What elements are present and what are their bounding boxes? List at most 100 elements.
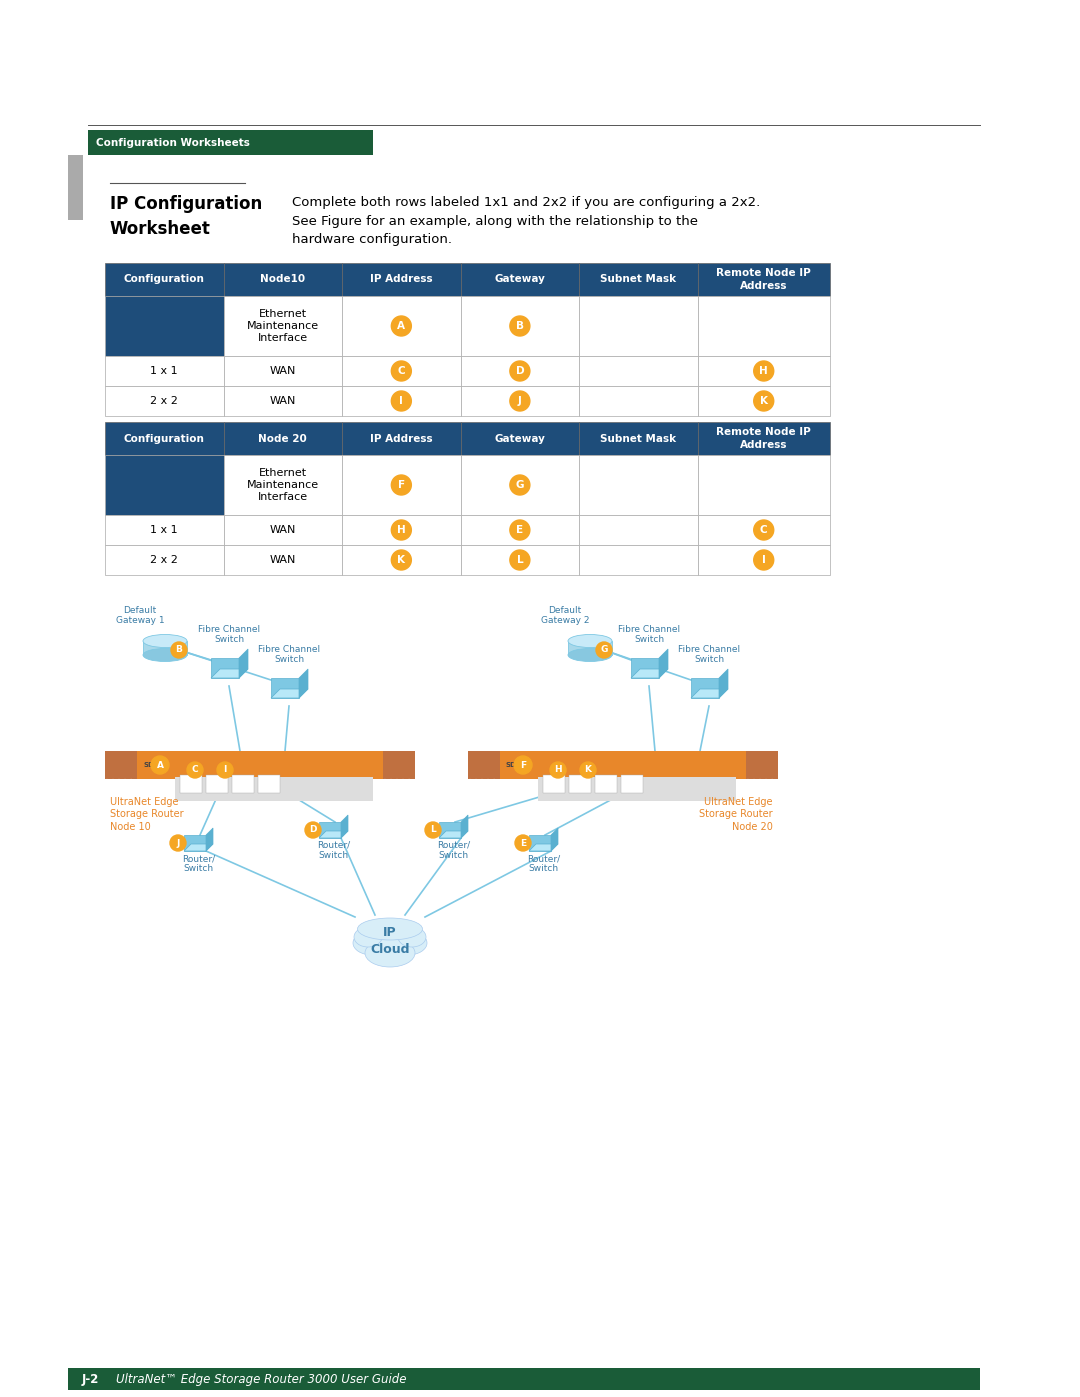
Circle shape (187, 761, 203, 778)
Circle shape (754, 550, 773, 570)
Text: WAN: WAN (270, 395, 296, 407)
FancyBboxPatch shape (258, 775, 280, 793)
Polygon shape (211, 669, 248, 678)
Polygon shape (719, 669, 728, 698)
Text: SDRT: SDRT (507, 761, 527, 768)
FancyBboxPatch shape (105, 263, 224, 296)
FancyBboxPatch shape (698, 545, 829, 576)
Circle shape (514, 756, 532, 774)
Polygon shape (659, 650, 669, 678)
Text: A: A (397, 321, 405, 331)
Ellipse shape (354, 928, 382, 947)
Text: H: H (554, 766, 562, 774)
Circle shape (305, 821, 321, 838)
Text: IP Address: IP Address (370, 274, 433, 285)
FancyBboxPatch shape (143, 641, 187, 655)
Text: J-2: J-2 (82, 1373, 99, 1386)
FancyBboxPatch shape (342, 515, 460, 545)
Circle shape (391, 520, 411, 541)
Text: G: G (515, 481, 524, 490)
Text: K: K (584, 766, 592, 774)
Text: Remote Node IP
Address: Remote Node IP Address (716, 427, 811, 450)
FancyBboxPatch shape (105, 545, 224, 576)
Text: Gateway: Gateway (495, 433, 545, 443)
Polygon shape (438, 821, 461, 838)
Circle shape (217, 761, 233, 778)
FancyBboxPatch shape (224, 545, 342, 576)
Text: Gateway: Gateway (495, 274, 545, 285)
FancyBboxPatch shape (579, 356, 698, 386)
Text: K: K (759, 395, 768, 407)
Ellipse shape (365, 939, 415, 967)
FancyBboxPatch shape (224, 422, 342, 455)
Text: K: K (397, 555, 405, 564)
Polygon shape (184, 835, 206, 851)
Text: B: B (176, 645, 183, 655)
Text: Remote Node IP
Address: Remote Node IP Address (716, 268, 811, 291)
FancyBboxPatch shape (105, 422, 224, 455)
Text: H: H (397, 525, 406, 535)
FancyBboxPatch shape (460, 296, 579, 356)
Text: UltraNet™ Edge Storage Router 3000 User Guide: UltraNet™ Edge Storage Router 3000 User … (116, 1373, 406, 1386)
Circle shape (510, 391, 530, 411)
Polygon shape (239, 650, 248, 678)
FancyBboxPatch shape (68, 155, 83, 219)
Text: IP Configuration
Worksheet: IP Configuration Worksheet (110, 196, 262, 237)
FancyBboxPatch shape (460, 515, 579, 545)
Circle shape (391, 475, 411, 495)
Polygon shape (319, 831, 348, 838)
Text: Fibre Channel
Switch: Fibre Channel Switch (258, 644, 321, 664)
FancyBboxPatch shape (698, 422, 829, 455)
FancyBboxPatch shape (698, 386, 829, 416)
Circle shape (171, 643, 187, 658)
Polygon shape (691, 689, 728, 698)
FancyBboxPatch shape (621, 775, 643, 793)
FancyBboxPatch shape (342, 263, 460, 296)
FancyBboxPatch shape (579, 515, 698, 545)
FancyBboxPatch shape (105, 356, 224, 386)
FancyBboxPatch shape (105, 515, 224, 545)
FancyBboxPatch shape (460, 356, 579, 386)
Text: WAN: WAN (270, 555, 296, 564)
Polygon shape (271, 689, 308, 698)
Polygon shape (461, 814, 468, 838)
Text: UltraNet Edge
Storage Router
Node 20: UltraNet Edge Storage Router Node 20 (700, 798, 773, 831)
Text: C: C (760, 525, 768, 535)
Text: F: F (519, 760, 526, 770)
Circle shape (151, 756, 168, 774)
Text: F: F (397, 481, 405, 490)
FancyBboxPatch shape (68, 1368, 980, 1390)
Text: Node10: Node10 (260, 274, 306, 285)
Ellipse shape (568, 634, 612, 647)
Text: C: C (191, 766, 199, 774)
Text: E: E (516, 525, 524, 535)
FancyBboxPatch shape (468, 752, 778, 780)
FancyBboxPatch shape (460, 263, 579, 296)
FancyBboxPatch shape (224, 455, 342, 515)
Text: H: H (759, 366, 768, 376)
Text: L: L (516, 555, 523, 564)
Circle shape (515, 835, 531, 851)
Text: UltraNet Edge
Storage Router
Node 10: UltraNet Edge Storage Router Node 10 (110, 798, 184, 831)
FancyBboxPatch shape (579, 545, 698, 576)
Polygon shape (211, 658, 239, 678)
Circle shape (550, 761, 566, 778)
FancyBboxPatch shape (579, 422, 698, 455)
Text: Subnet Mask: Subnet Mask (600, 433, 676, 443)
Text: Router/
Switch: Router/ Switch (181, 854, 215, 873)
Text: E: E (519, 838, 526, 848)
Polygon shape (529, 844, 558, 851)
FancyBboxPatch shape (746, 752, 778, 780)
Circle shape (580, 761, 596, 778)
Text: 2 x 2: 2 x 2 (150, 395, 178, 407)
FancyBboxPatch shape (579, 296, 698, 356)
Text: Router/
Switch: Router/ Switch (527, 854, 561, 873)
FancyBboxPatch shape (224, 515, 342, 545)
Polygon shape (631, 658, 659, 678)
FancyBboxPatch shape (342, 356, 460, 386)
Text: Ethernet
Maintenance
Interface: Ethernet Maintenance Interface (246, 309, 319, 344)
Circle shape (391, 391, 411, 411)
FancyBboxPatch shape (105, 752, 137, 780)
FancyBboxPatch shape (460, 386, 579, 416)
Polygon shape (631, 669, 669, 678)
